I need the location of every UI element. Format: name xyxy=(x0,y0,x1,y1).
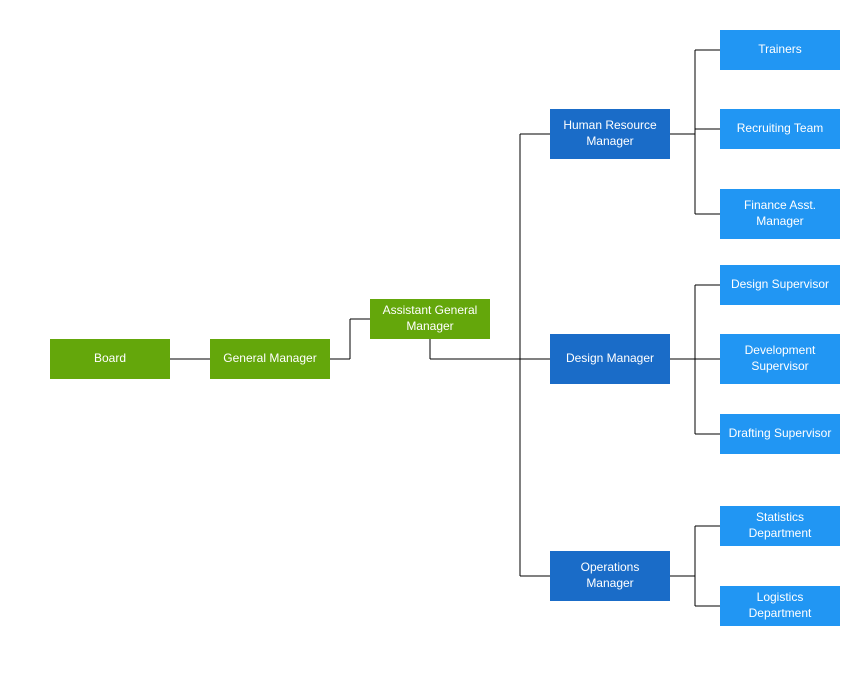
node-label: Assistant General Manager xyxy=(383,303,478,334)
org-chart-canvas: Board General Manager Assistant General Ma… xyxy=(0,0,867,674)
node-label: Drafting Supervisor xyxy=(729,426,832,442)
node-design: Design Manager xyxy=(550,334,670,384)
node-devsup: Development Supervisor xyxy=(720,334,840,384)
node-trainers: Trainers xyxy=(720,30,840,70)
node-dsup: Design Supervisor xyxy=(720,265,840,305)
node-label: Design Manager xyxy=(566,351,654,367)
node-finance: Finance Asst. Manager xyxy=(720,189,840,239)
node-label: Board xyxy=(94,351,126,367)
node-recruit: Recruiting Team xyxy=(720,109,840,149)
node-stats: Statistics Department xyxy=(720,506,840,546)
node-gm: General Manager xyxy=(210,339,330,379)
node-ops: Operations Manager xyxy=(550,551,670,601)
node-label: Operations Manager xyxy=(556,560,664,591)
node-label: Design Supervisor xyxy=(731,277,829,293)
node-board: Board xyxy=(50,339,170,379)
node-label: Finance Asst. Manager xyxy=(744,198,816,229)
node-label: General Manager xyxy=(223,351,316,367)
node-draftsup: Drafting Supervisor xyxy=(720,414,840,454)
node-label: Human Resource Manager xyxy=(563,118,656,149)
node-logistics: Logistics Department xyxy=(720,586,840,626)
node-label: Trainers xyxy=(758,42,802,58)
node-hr: Human Resource Manager xyxy=(550,109,670,159)
node-label: Logistics Department xyxy=(726,590,834,621)
node-label: Statistics Department xyxy=(726,510,834,541)
node-label: Development Supervisor xyxy=(745,343,816,374)
node-agm: Assistant General Manager xyxy=(370,299,490,339)
node-label: Recruiting Team xyxy=(737,121,823,137)
